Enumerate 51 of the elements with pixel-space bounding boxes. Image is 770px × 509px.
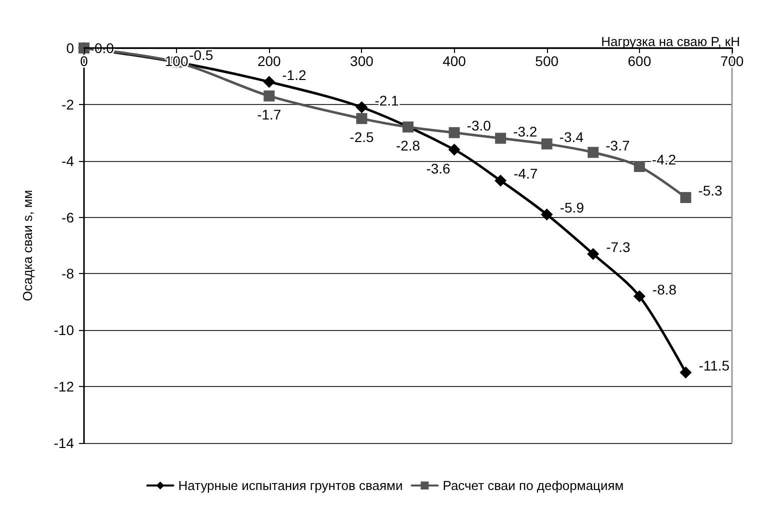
- data-label: -5.9: [560, 199, 584, 216]
- x-tick-label: 400: [442, 53, 466, 69]
- point: [495, 132, 506, 144]
- point: [448, 144, 460, 156]
- data-label: -1.2: [282, 66, 306, 83]
- point: [680, 192, 692, 204]
- point: [356, 101, 368, 114]
- legend-label: Расчет сваи по деформациям: [442, 478, 624, 493]
- point: [448, 127, 460, 138]
- data-label: -1.7: [257, 106, 282, 122]
- y-tick-label: 0: [66, 40, 74, 56]
- data-label: -3.4: [559, 128, 584, 145]
- point: [633, 290, 646, 302]
- point: [634, 161, 645, 172]
- data-label: -0.5: [189, 47, 214, 64]
- data-label: -11.5: [698, 357, 730, 374]
- y-tick-label: -4: [62, 152, 74, 169]
- x-tick-label: 500: [535, 53, 559, 69]
- y-tick-label: -14: [54, 435, 74, 451]
- data-label: -7.3: [606, 238, 630, 255]
- data-label: -2.8: [396, 138, 420, 154]
- point: [540, 208, 553, 220]
- point: [264, 90, 275, 102]
- point: [587, 248, 600, 260]
- point: [402, 122, 414, 132]
- x-axis-title: Нагрузка на сваю P, кН: [601, 34, 740, 49]
- point: [263, 76, 276, 88]
- point: [680, 366, 692, 378]
- x-tick-label: 600: [628, 53, 652, 69]
- data-label: -3.6: [426, 160, 451, 177]
- y-tick-label: -10: [54, 322, 74, 338]
- data-label: -3.0: [466, 118, 492, 134]
- point: [356, 113, 368, 124]
- data-label: -5.3: [698, 182, 723, 199]
- point: [588, 146, 599, 158]
- x-tick-label: 700: [720, 53, 744, 69]
- y-tick-label: -6: [62, 209, 74, 226]
- y-tick-label: -12: [54, 378, 74, 395]
- data-label: -8.8: [652, 281, 677, 298]
- data-label: -4.7: [514, 166, 538, 182]
- point: [494, 174, 507, 187]
- data-label: -3.7: [606, 137, 630, 154]
- x-tick-label: 300: [350, 53, 374, 69]
- y-axis-title: Осадка сваи s, мм: [20, 190, 35, 302]
- legend-label: Натурные испытания грунтов сваями: [178, 478, 403, 493]
- data-label: -3.2: [513, 123, 538, 140]
- y-tick-label: -8: [62, 266, 74, 282]
- data-label: -2.5: [350, 129, 374, 146]
- point: [541, 138, 552, 150]
- y-tick-label: -2: [62, 96, 74, 112]
- x-tick-label: 200: [257, 53, 282, 69]
